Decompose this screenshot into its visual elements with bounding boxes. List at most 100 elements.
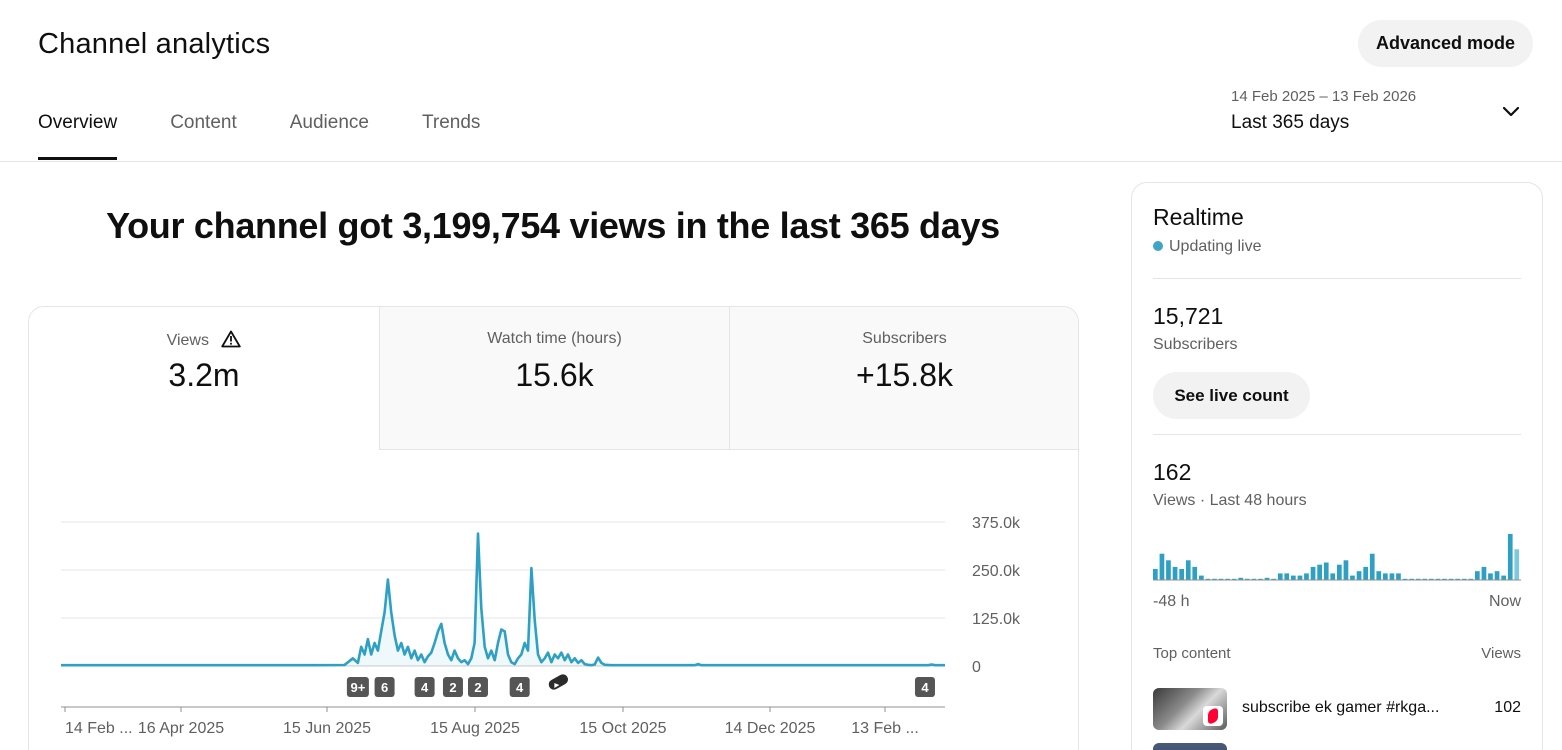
shorts-icon-play — [554, 683, 560, 688]
spark-bar — [1245, 578, 1250, 580]
spark-bar — [1264, 577, 1270, 580]
date-range-picker[interactable]: 14 Feb 2025 – 13 Feb 2026 Last 365 days — [1231, 86, 1531, 142]
top-content-row[interactable]: subscribe ek gamer #rkga... 102 — [1153, 688, 1521, 732]
spark-bar — [1488, 573, 1493, 580]
top-content-views: 102 — [1494, 699, 1521, 716]
advanced-mode-button[interactable]: Advanced mode — [1358, 20, 1533, 67]
metric-label-row: Views — [29, 330, 379, 350]
spark-bar — [1310, 566, 1316, 580]
tab-audience[interactable]: Audience — [289, 112, 369, 133]
realtime-views-label: Views · Last 48 hours — [1153, 492, 1307, 509]
spark-bar — [1172, 566, 1178, 580]
metric-label: Subscribers — [862, 330, 947, 347]
metric-label: Views — [166, 332, 209, 349]
date-preset-label: Last 365 days — [1231, 112, 1350, 133]
analytics-header: Channel analytics Advanced mode Overview… — [0, 0, 1562, 162]
top-content-views-header: Views — [1481, 645, 1521, 662]
series-line — [61, 532, 945, 667]
spark-bar — [1350, 575, 1355, 580]
spark-bar — [1271, 578, 1276, 580]
metric-tab-subscribers[interactable]: Subscribers +15.8k — [729, 307, 1078, 450]
realtime-views-count: 162 — [1153, 459, 1192, 485]
tab-overview[interactable]: Overview — [38, 112, 118, 160]
video-marker[interactable] — [374, 677, 395, 697]
spark-bar — [1415, 578, 1421, 580]
spark-bar — [1218, 578, 1224, 580]
views-headline: Your channel got 3,199,754 views in the … — [106, 205, 1000, 246]
video-marker-label: 4 — [421, 680, 429, 695]
realtime-status-text: Updating live — [1169, 238, 1262, 255]
metric-value: 15.6k — [515, 357, 594, 393]
date-range-text: 14 Feb 2025 – 13 Feb 2026 — [1231, 88, 1417, 105]
chevron-down-icon[interactable] — [1501, 102, 1521, 122]
video-marker-label: 6 — [381, 680, 388, 695]
spark-bar — [1277, 573, 1283, 580]
spark-bar — [1435, 578, 1441, 580]
subscriber-count: 15,721 — [1153, 303, 1224, 329]
spark-bar — [1356, 571, 1362, 580]
shorts-icon-shape — [548, 674, 569, 690]
spark-bar — [1317, 564, 1322, 580]
y-tick-label: 125.0k — [972, 611, 1021, 628]
realtime-views-bar-chart — [1153, 534, 1521, 581]
video-marker[interactable] — [509, 677, 530, 697]
metric-tab-watch-time[interactable]: Watch time (hours) 15.6k — [379, 307, 729, 450]
spark-bar — [1429, 578, 1434, 580]
divider — [1153, 434, 1521, 435]
spark-bar — [1442, 578, 1447, 580]
spark-bar — [1192, 566, 1198, 580]
tab-trends[interactable]: Trends — [421, 112, 481, 133]
spark-start-label: -48 h — [1153, 593, 1190, 610]
video-marker-label: 4 — [921, 680, 929, 695]
spark-bar — [1225, 578, 1230, 580]
top-content-label: Top content — [1153, 645, 1231, 662]
spark-bar — [1159, 553, 1165, 580]
realtime-title: Realtime — [1153, 204, 1244, 230]
metric-label: Watch time (hours) — [487, 330, 622, 347]
spark-bar — [1238, 577, 1244, 580]
spark-bar — [1376, 571, 1382, 580]
spark-bar — [1258, 578, 1263, 580]
y-tick-label: 250.0k — [972, 563, 1021, 580]
y-tick-label: 375.0k — [972, 515, 1021, 532]
video-marker[interactable] — [467, 677, 488, 697]
video-marker-label: 2 — [449, 680, 456, 695]
spark-bar — [1363, 566, 1368, 580]
warning-icon[interactable] — [221, 330, 242, 348]
shorts-icon[interactable] — [548, 674, 569, 690]
top-content-title[interactable]: subscribe ek gamer #rkga... — [1242, 699, 1440, 716]
realtime-status: Updating live — [1153, 238, 1262, 256]
x-tick-label: 16 Apr 2025 — [138, 720, 224, 737]
spark-bar — [1179, 569, 1184, 580]
video-thumbnail[interactable] — [1153, 743, 1227, 750]
video-marker[interactable] — [346, 677, 369, 697]
divider — [1153, 278, 1521, 279]
video-thumbnail[interactable] — [1153, 688, 1227, 730]
spark-bar — [1369, 553, 1375, 580]
views-line-chart: 375.0k 250.0k 125.0k 0 9+ 6 4 2 2 4 4 14 Feb ... 16 … — [61, 515, 1021, 737]
video-marker[interactable] — [414, 677, 435, 697]
y-tick-label: 0 — [972, 659, 981, 676]
metric-tab-views[interactable]: Views 3.2m — [29, 307, 379, 450]
spark-bar — [1297, 575, 1303, 580]
spark-bar — [1468, 578, 1474, 580]
video-marker[interactable] — [442, 677, 463, 697]
spark-bar — [1396, 573, 1401, 580]
video-marker-label: 2 — [474, 680, 481, 695]
spark-bar — [1501, 575, 1506, 580]
spark-bar — [1205, 578, 1211, 580]
series-area — [61, 533, 945, 666]
see-live-count-button[interactable]: See live count — [1153, 372, 1310, 419]
metric-tabs: Views 3.2m Watch time (hours) 15.6k Subs… — [29, 307, 1078, 450]
spark-bar — [1337, 564, 1342, 580]
tab-content[interactable]: Content — [170, 112, 237, 133]
spark-bar — [1251, 578, 1257, 580]
spark-bar — [1507, 534, 1513, 580]
spark-bar — [1422, 578, 1428, 580]
spark-bar — [1389, 573, 1395, 580]
overview-chart-card: Views 3.2m Watch time (hours) 15.6k Subs… — [28, 306, 1079, 750]
spark-bar — [1291, 575, 1296, 580]
subscriber-label: Subscribers — [1153, 336, 1238, 353]
video-marker[interactable] — [914, 677, 935, 697]
spark-bar — [1402, 578, 1408, 580]
